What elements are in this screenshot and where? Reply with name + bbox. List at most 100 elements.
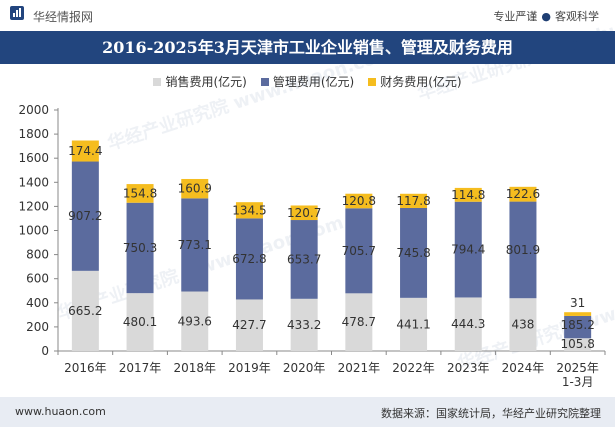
chart-title: 2016-2025年3月天津市工业企业销售、管理及财务费用	[102, 38, 513, 57]
bar-layer	[71, 140, 592, 351]
slogan-right: 客观科学	[555, 10, 599, 23]
bar-segment	[454, 201, 482, 298]
bar-segment	[290, 205, 318, 221]
x-tick-label: 1-3月	[562, 375, 594, 389]
y-tick-label: 0	[41, 344, 49, 358]
bar-segment	[400, 297, 428, 351]
bar-segment	[181, 291, 209, 351]
x-tick-label: 2020年	[283, 361, 326, 375]
data-label: 117.8	[396, 194, 430, 208]
data-label: 154.8	[123, 186, 157, 200]
x-tick-label: 2023年	[447, 361, 490, 375]
x-tick-label: 2021年	[338, 361, 381, 375]
data-label: 427.7	[232, 318, 266, 332]
y-tick-label: 2000	[18, 103, 49, 117]
bar-segment	[345, 208, 373, 294]
y-tick-label: 1200	[18, 199, 49, 213]
bar-segment	[181, 198, 209, 292]
data-label: 801.9	[506, 243, 540, 257]
data-label: 105.8	[560, 337, 594, 351]
chart-legend: 销售费用(亿元) 管理费用(亿元) 财务费用(亿元)	[0, 73, 615, 91]
bar-segment	[509, 298, 537, 351]
bar-segment	[126, 184, 154, 203]
data-label: 665.2	[68, 304, 102, 318]
stacked-bar-chart: 华经产业研究院 www.huaon.com 华经产业研究院 www.huaon.c…	[18, 0, 615, 389]
data-label: 160.9	[178, 182, 212, 196]
data-label: 185.2	[560, 318, 594, 332]
data-label: 478.7	[342, 315, 376, 329]
data-label: 433.2	[287, 318, 321, 332]
data-label: 750.3	[123, 241, 157, 255]
bar-segment	[126, 293, 154, 351]
y-tick-label: 1400	[18, 175, 49, 189]
legend-label-2: 财务费用(亿元)	[380, 75, 462, 89]
data-label: 493.6	[178, 314, 212, 328]
data-label: 174.4	[68, 144, 102, 158]
logo-icon	[10, 6, 24, 20]
bar-segment	[400, 207, 428, 298]
slogan-left: 专业严谨	[493, 10, 538, 23]
data-source-note: 数据来源：国家统计局，华经产业研究院整理	[381, 407, 601, 420]
legend-swatch-0	[153, 78, 162, 86]
y-tick-label: 200	[26, 320, 49, 334]
bar-segment	[400, 193, 428, 208]
data-label-layer: 665.2 907.2 174.4 480.1 750.3 154.8 493.6 773.1…	[68, 144, 595, 351]
y-tick-label: 800	[26, 248, 49, 262]
footer-bar: www.huaon.com 数据来源：国家统计局，华经产业研究院整理	[0, 397, 615, 427]
x-tick-label: 2022年	[392, 361, 435, 375]
footer-url[interactable]: www.huaon.com	[15, 405, 106, 418]
x-tick-label: 2016年	[64, 361, 107, 375]
watermark-text-0: 华经产业研究院 www.huaon.com	[105, 41, 397, 154]
data-label: 773.1	[178, 238, 212, 252]
bar-segment	[509, 201, 537, 299]
bar-segment	[290, 220, 318, 299]
data-label: 122.6	[506, 187, 540, 201]
bar-segment	[509, 186, 537, 202]
data-label: 672.8	[232, 252, 266, 266]
data-label: 438	[511, 318, 534, 332]
data-label: 907.2	[68, 209, 102, 223]
data-label: 794.4	[451, 243, 485, 257]
legend-label-0: 销售费用(亿元)	[165, 75, 247, 89]
data-label: 120.8	[342, 194, 376, 208]
bar-segment	[345, 293, 373, 351]
legend-item-1: 管理费用(亿元)	[260, 73, 354, 90]
legend-swatch-1	[260, 78, 269, 86]
x-tick-label: 2019年	[228, 361, 271, 375]
data-label: 120.7	[287, 206, 321, 220]
data-label: 134.5	[232, 203, 266, 217]
legend-item-2: 财务费用(亿元)	[368, 73, 462, 90]
data-label: 705.7	[342, 244, 376, 258]
data-label: 114.8	[451, 188, 485, 202]
bar-segment	[564, 312, 592, 316]
bar-segment	[454, 297, 482, 351]
chart-axes: 0 200 400 600 800 1000 1200 1400 1600 1800 2000 201…	[18, 103, 606, 389]
bar-segment	[71, 161, 99, 271]
bar-segment	[181, 178, 209, 199]
y-tick-label: 1800	[18, 127, 49, 141]
data-label: 745.8	[396, 246, 430, 260]
bar-segment	[290, 298, 318, 351]
y-tick-label: 1000	[18, 224, 49, 238]
x-tick-label: 2024年	[502, 361, 545, 375]
data-label: 441.1	[396, 317, 430, 331]
y-tick-label: 600	[26, 272, 49, 286]
bar-segment	[235, 299, 263, 351]
watermark-text-1: 华经产业研究院 www.huaon.com	[415, 0, 615, 105]
data-label: 480.1	[123, 315, 157, 329]
slogan-separator: ●	[541, 10, 551, 23]
bar-segment	[235, 218, 263, 300]
x-tick-label: 2017年	[119, 361, 162, 375]
data-label: 31	[570, 296, 585, 310]
y-tick-label: 1600	[18, 151, 49, 165]
bar-segment	[564, 315, 592, 339]
legend-swatch-2	[368, 78, 377, 86]
brand-name: 华经情报网	[33, 10, 94, 24]
x-tick-label: 2018年	[173, 361, 216, 375]
top-bar: 华经情报网 专业严谨 ● 客观科学	[0, 0, 615, 30]
bar-segment	[126, 202, 154, 294]
y-tick-label: 400	[26, 296, 49, 310]
slogan: 专业严谨 ● 客观科学	[493, 8, 599, 24]
data-label: 444.3	[451, 317, 485, 331]
bar-segment	[71, 270, 99, 351]
